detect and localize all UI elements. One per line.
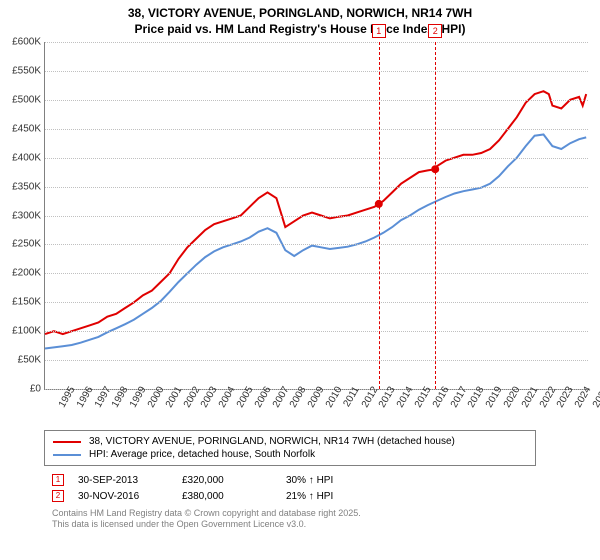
y-axis-label: £50K bbox=[18, 355, 41, 366]
y-axis-label: £300K bbox=[12, 210, 41, 221]
event-marker-icon: 2 bbox=[52, 490, 64, 502]
event-delta: 21% ↑ HPI bbox=[286, 491, 376, 502]
y-axis-label: £0 bbox=[30, 384, 41, 395]
event-date: 30-SEP-2013 bbox=[78, 475, 168, 486]
series-line bbox=[45, 135, 586, 349]
y-axis-label: £500K bbox=[12, 94, 41, 105]
y-axis-label: £550K bbox=[12, 65, 41, 76]
y-axis-label: £200K bbox=[12, 268, 41, 279]
attribution-line: This data is licensed under the Open Gov… bbox=[52, 519, 528, 530]
title-line-1: 38, VICTORY AVENUE, PORINGLAND, NORWICH,… bbox=[0, 6, 600, 22]
gridline bbox=[45, 71, 588, 72]
y-axis-label: £600K bbox=[12, 37, 41, 48]
gridline bbox=[45, 216, 588, 217]
event-line bbox=[379, 42, 380, 389]
legend-label: 38, VICTORY AVENUE, PORINGLAND, NORWICH,… bbox=[89, 436, 455, 447]
y-axis-label: £150K bbox=[12, 297, 41, 308]
legend-row: HPI: Average price, detached house, Sout… bbox=[53, 448, 527, 461]
event-number-box: 1 bbox=[372, 24, 386, 38]
chart-container: 38, VICTORY AVENUE, PORINGLAND, NORWICH,… bbox=[0, 0, 600, 560]
legend-swatch bbox=[53, 454, 81, 456]
legend-row: 38, VICTORY AVENUE, PORINGLAND, NORWICH,… bbox=[53, 435, 527, 448]
legend-swatch bbox=[53, 441, 81, 443]
gridline bbox=[45, 302, 588, 303]
chart-titles: 38, VICTORY AVENUE, PORINGLAND, NORWICH,… bbox=[0, 0, 600, 37]
gridline bbox=[45, 360, 588, 361]
y-axis-label: £100K bbox=[12, 326, 41, 337]
y-axis-label: £450K bbox=[12, 123, 41, 134]
gridline bbox=[45, 244, 588, 245]
event-price: £320,000 bbox=[182, 475, 272, 486]
event-date: 30-NOV-2016 bbox=[78, 491, 168, 502]
y-axis-label: £350K bbox=[12, 181, 41, 192]
event-number-box: 2 bbox=[428, 24, 442, 38]
attribution: Contains HM Land Registry data © Crown c… bbox=[44, 504, 536, 530]
event-row: 1 30-SEP-2013 £320,000 30% ↑ HPI bbox=[44, 472, 536, 488]
y-axis-label: £250K bbox=[12, 239, 41, 250]
gridline bbox=[45, 158, 588, 159]
legend-events: 1 30-SEP-2013 £320,000 30% ↑ HPI 2 30-NO… bbox=[44, 472, 536, 504]
legend-series-box: 38, VICTORY AVENUE, PORINGLAND, NORWICH,… bbox=[44, 430, 536, 466]
gridline bbox=[45, 187, 588, 188]
gridline bbox=[45, 100, 588, 101]
gridline bbox=[45, 42, 588, 43]
event-row: 2 30-NOV-2016 £380,000 21% ↑ HPI bbox=[44, 488, 536, 504]
legend-label: HPI: Average price, detached house, Sout… bbox=[89, 449, 315, 460]
series-line bbox=[45, 91, 586, 334]
attribution-line: Contains HM Land Registry data © Crown c… bbox=[52, 508, 528, 519]
event-line bbox=[435, 42, 436, 389]
y-axis-label: £400K bbox=[12, 152, 41, 163]
plot-inner: £0£50K£100K£150K£200K£250K£300K£350K£400… bbox=[44, 42, 588, 390]
legend: 38, VICTORY AVENUE, PORINGLAND, NORWICH,… bbox=[44, 430, 536, 530]
event-price: £380,000 bbox=[182, 491, 272, 502]
gridline bbox=[45, 129, 588, 130]
gridline bbox=[45, 273, 588, 274]
gridline bbox=[45, 331, 588, 332]
event-marker-icon: 1 bbox=[52, 474, 64, 486]
event-delta: 30% ↑ HPI bbox=[286, 475, 376, 486]
title-line-2: Price paid vs. HM Land Registry's House … bbox=[0, 22, 600, 38]
plot-area: £0£50K£100K£150K£200K£250K£300K£350K£400… bbox=[44, 42, 588, 404]
x-axis-label: 2025 bbox=[591, 385, 600, 410]
